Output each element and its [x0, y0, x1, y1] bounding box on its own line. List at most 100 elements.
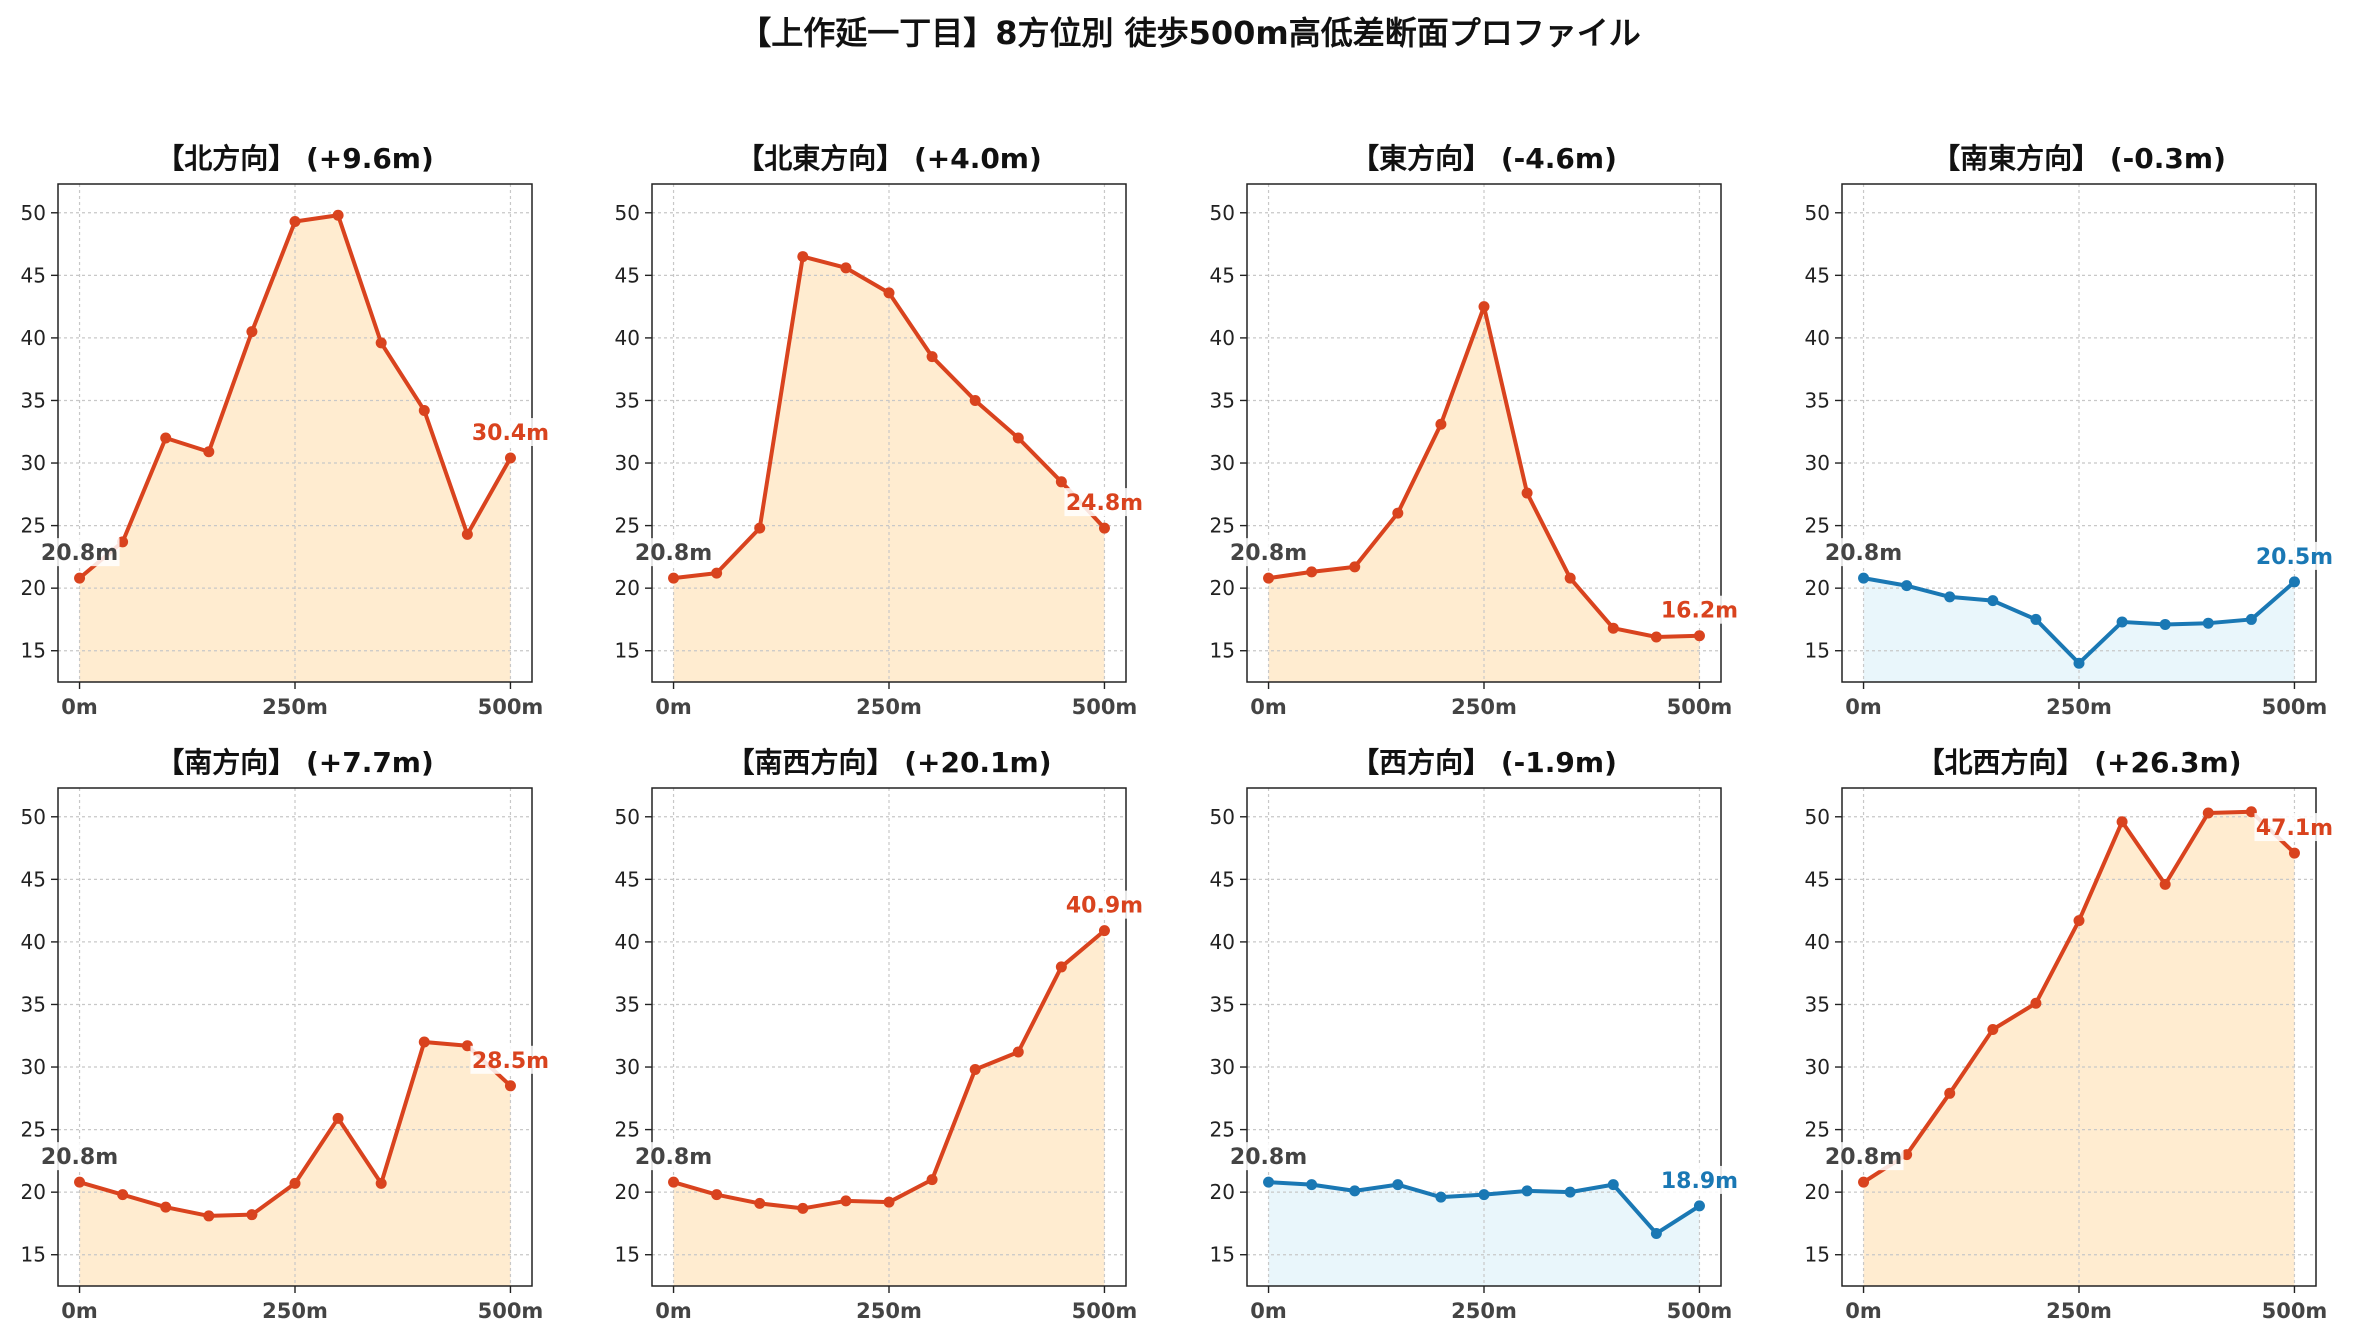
- profile-point: [1392, 507, 1404, 519]
- end-label-background: [470, 1045, 551, 1074]
- end-elevation-label: 40.9m: [1066, 894, 1143, 919]
- profile-point: [74, 572, 86, 584]
- profile-fill-area: [79, 1042, 511, 1286]
- profile-point: [1521, 487, 1533, 499]
- profile-point: [1263, 1176, 1275, 1188]
- y-tick-label: 45: [1805, 867, 1830, 891]
- end-elevation-label: 47.1m: [2256, 816, 2333, 841]
- y-tick-label: 20: [21, 576, 46, 600]
- profile-point: [668, 1176, 680, 1188]
- x-tick-label: 500m: [478, 695, 544, 719]
- profile-point: [1564, 572, 1576, 584]
- y-tick-label: 40: [615, 930, 640, 954]
- profile-point: [2202, 617, 2214, 629]
- start-elevation-label: 20.8m: [1230, 1145, 1307, 1170]
- subplot-title: 【南西方向】 (+20.1m): [726, 746, 1051, 779]
- end-elevation-label: 16.2m: [1661, 599, 1738, 624]
- profile-point: [2030, 613, 2042, 625]
- profile-point: [1435, 1191, 1447, 1203]
- x-tick-label: 250m: [2046, 695, 2112, 719]
- profile-point: [2073, 915, 2085, 927]
- profile-point: [797, 251, 809, 263]
- profile-point: [117, 1189, 129, 1201]
- end-label-background: [1064, 488, 1145, 517]
- profile-point: [1306, 566, 1318, 578]
- x-tick-label: 0m: [1250, 695, 1287, 719]
- profile-point: [840, 1195, 852, 1207]
- y-tick-label: 40: [1805, 326, 1830, 350]
- profile-point: [1858, 572, 1870, 584]
- end-label-background: [1659, 1165, 1740, 1194]
- profile-point: [2245, 806, 2257, 818]
- profile-point: [883, 287, 895, 299]
- profile-point: [418, 404, 430, 416]
- y-tick-label: 35: [1210, 388, 1235, 412]
- end-label-background: [1064, 890, 1145, 919]
- profile-point: [375, 337, 387, 349]
- y-tick-label: 50: [615, 201, 640, 225]
- profile-point: [289, 1177, 301, 1189]
- y-tick-label: 30: [615, 1055, 640, 1079]
- start-elevation-label: 20.8m: [635, 541, 712, 566]
- profile-point: [203, 1210, 215, 1222]
- end-elevation-label: 20.5m: [2256, 545, 2333, 570]
- y-tick-label: 50: [1805, 805, 1830, 829]
- y-tick-label: 40: [1210, 930, 1235, 954]
- end-elevation-label: 30.4m: [472, 421, 549, 446]
- profile-point: [711, 567, 723, 579]
- profile-point: [117, 536, 129, 548]
- y-tick-label: 25: [1805, 1118, 1830, 1142]
- subplot-title: 【南方向】 (+7.7m): [156, 746, 434, 779]
- start-elevation-label: 20.8m: [1825, 541, 1902, 566]
- x-tick-label: 250m: [262, 1299, 328, 1323]
- start-elevation-label: 20.8m: [1825, 1145, 1902, 1170]
- x-tick-label: 250m: [1451, 1299, 1517, 1323]
- profile-point: [1263, 572, 1275, 584]
- y-tick-label: 25: [1210, 514, 1235, 538]
- profile-point: [74, 1176, 86, 1188]
- profile-point: [840, 262, 852, 274]
- y-tick-label: 50: [1210, 201, 1235, 225]
- grid-lines: [1247, 184, 1721, 682]
- profile-point: [1693, 1200, 1705, 1212]
- x-tick-label: 500m: [1667, 695, 1733, 719]
- y-tick-label: 15: [1210, 1243, 1235, 1267]
- profile-point: [1349, 1185, 1361, 1197]
- end-label-background: [2254, 813, 2335, 842]
- y-tick-label: 20: [1210, 1180, 1235, 1204]
- y-tick-label: 50: [1805, 201, 1830, 225]
- start-label-background: [39, 1142, 120, 1171]
- y-tick-label: 45: [1210, 867, 1235, 891]
- x-tick-label: 250m: [856, 695, 922, 719]
- start-label-background: [1823, 538, 1904, 567]
- grid-lines: [652, 788, 1126, 1286]
- x-tick-label: 0m: [61, 1299, 98, 1323]
- profile-point: [969, 1064, 981, 1076]
- page-title: 【上作延一丁目】8方位別 徒歩500m高低差断面プロファイル: [739, 14, 1641, 52]
- x-tick-label: 500m: [1072, 1299, 1138, 1323]
- x-tick-label: 0m: [1845, 1299, 1882, 1323]
- x-tick-label: 0m: [655, 695, 692, 719]
- profile-fill-area: [1268, 306, 1700, 682]
- x-tick-label: 0m: [61, 695, 98, 719]
- y-tick-label: 30: [615, 451, 640, 475]
- end-elevation-label: 24.8m: [1066, 491, 1143, 516]
- x-tick-label: 0m: [1250, 1299, 1287, 1323]
- x-tick-label: 250m: [856, 1299, 922, 1323]
- profile-point: [2245, 613, 2257, 625]
- profile-point: [1693, 630, 1705, 642]
- profile-point: [289, 216, 301, 228]
- profile-point: [1098, 925, 1110, 937]
- profile-point: [246, 1209, 258, 1221]
- profile-point: [1650, 1227, 1662, 1239]
- profile-point: [1478, 1189, 1490, 1201]
- y-tick-label: 20: [21, 1180, 46, 1204]
- profile-point: [2116, 616, 2128, 628]
- profile-point: [969, 394, 981, 406]
- y-tick-label: 40: [1805, 930, 1830, 954]
- profile-point: [1055, 961, 1067, 973]
